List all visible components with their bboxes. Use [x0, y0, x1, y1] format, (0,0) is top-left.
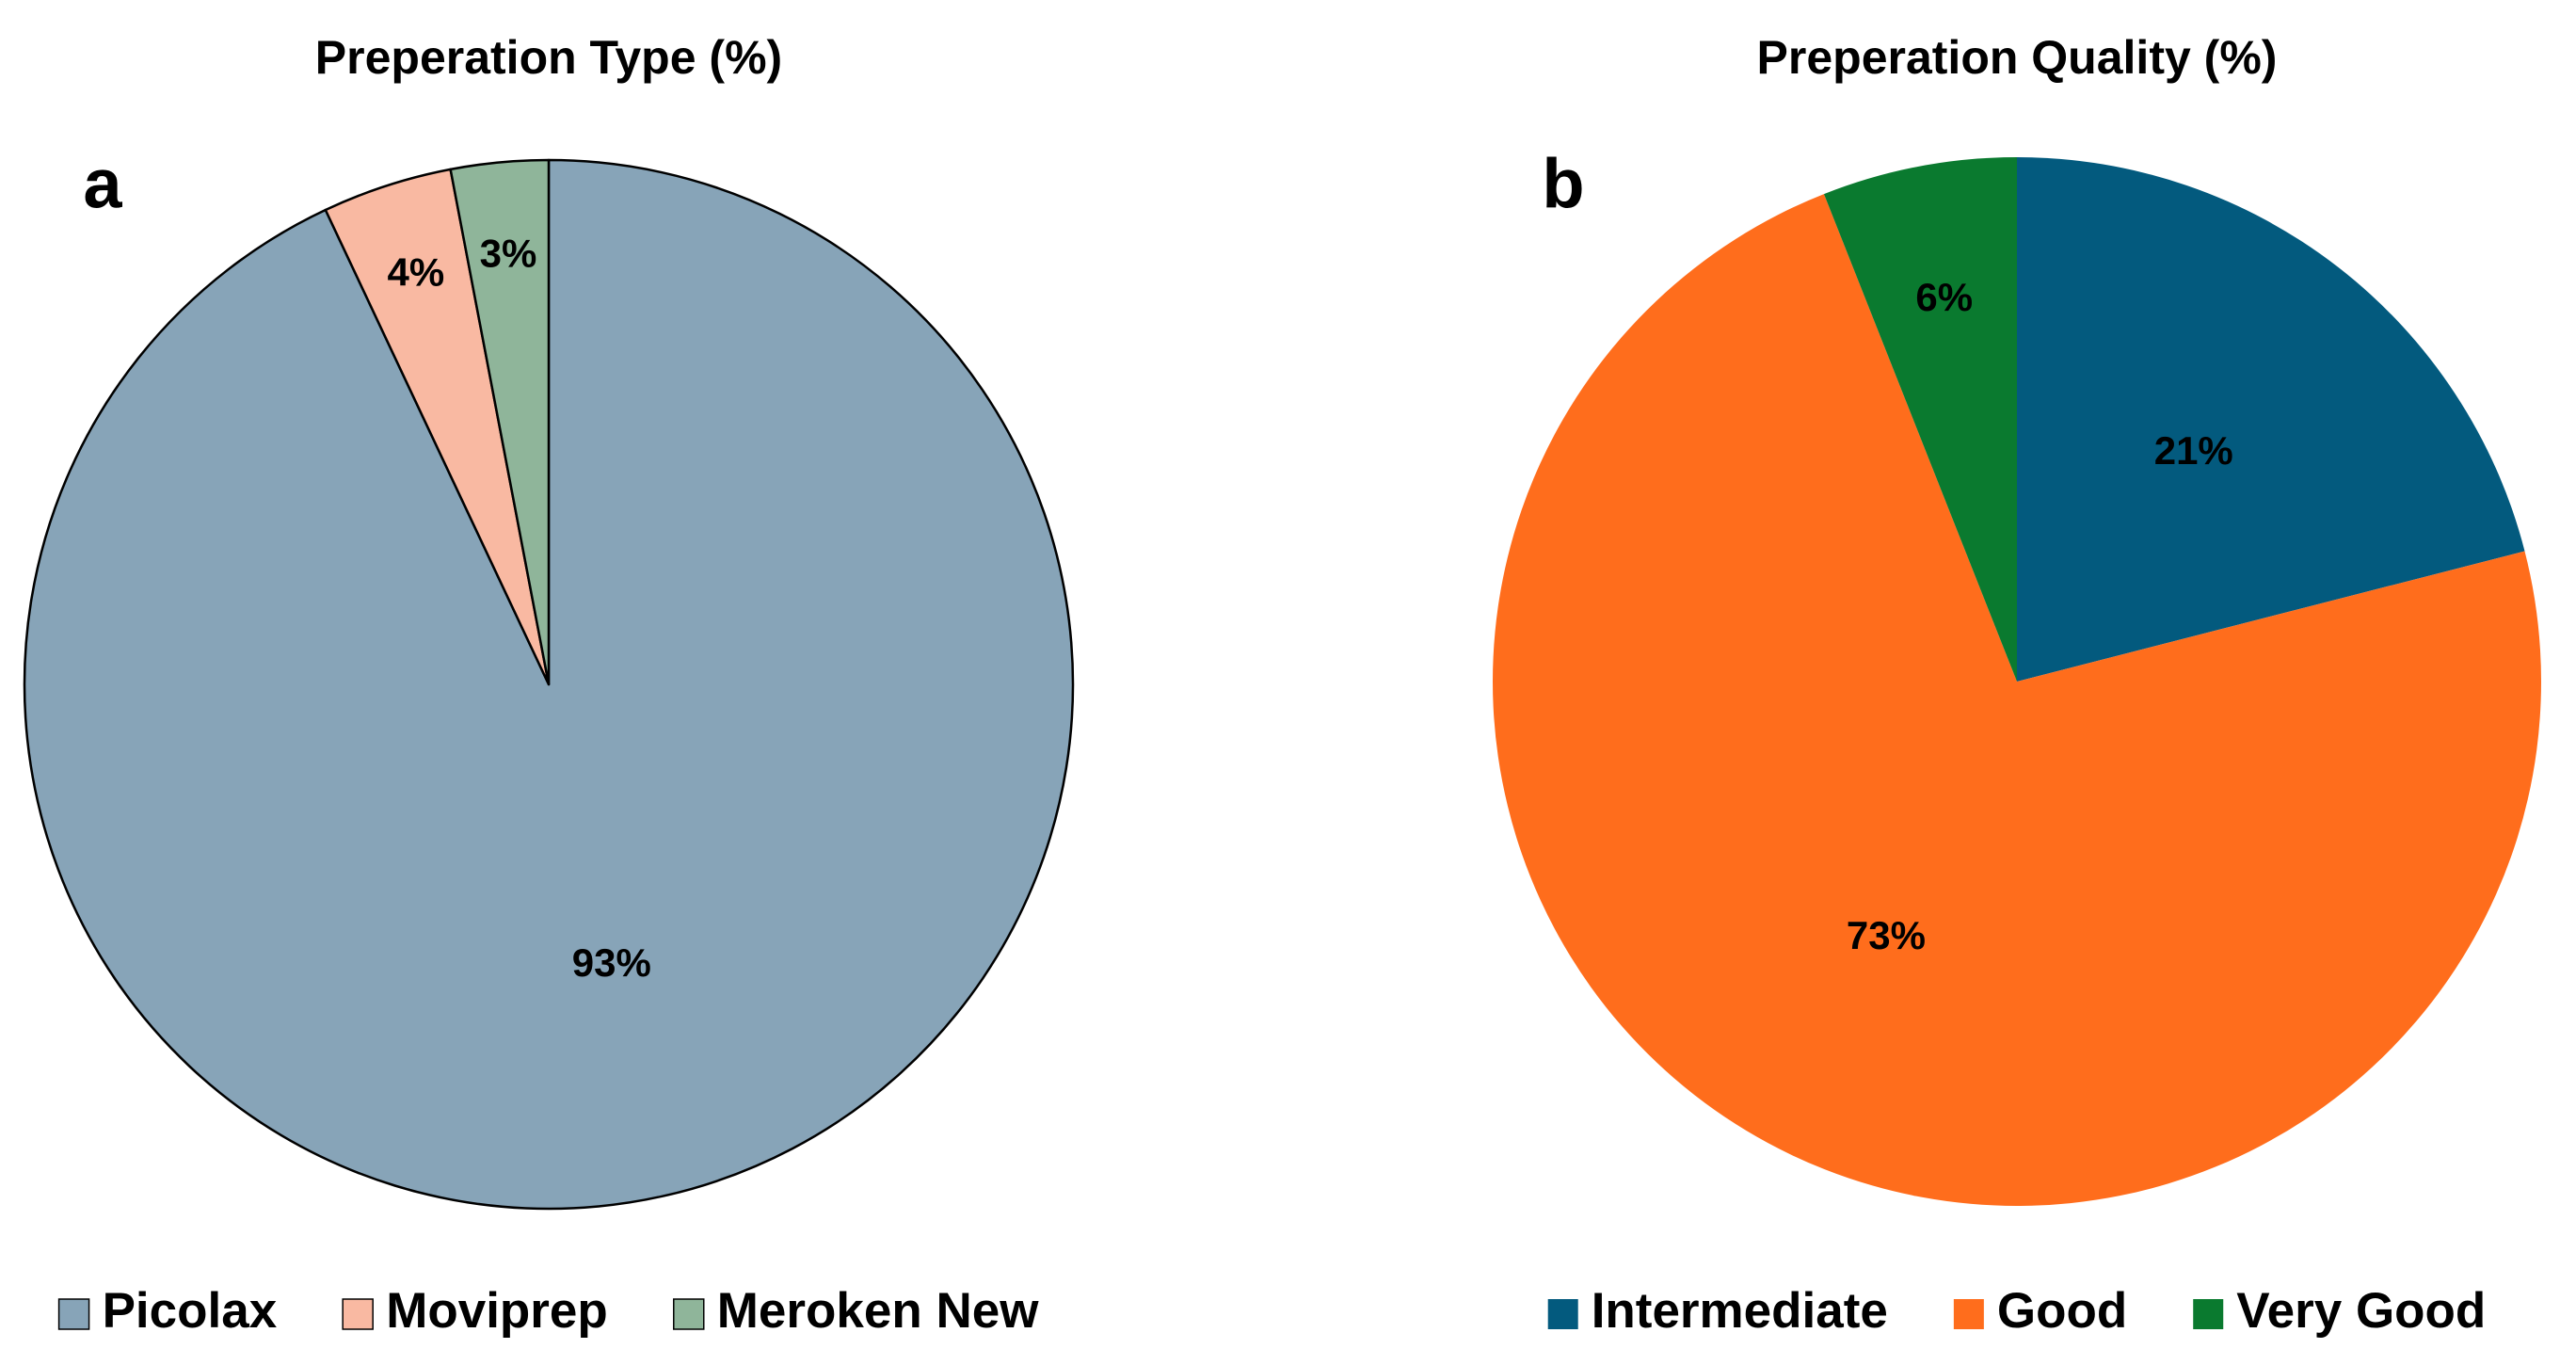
- legend-label: Moviprep: [386, 1283, 608, 1339]
- chart-title: Preperation Quality (%): [1757, 31, 2278, 84]
- legend-swatch: [1547, 1299, 1578, 1329]
- data-label: 3%: [480, 231, 537, 275]
- legend-label: Meroken New: [717, 1283, 1039, 1339]
- chart-title: Preperation Type (%): [315, 31, 782, 84]
- data-label: 6%: [1915, 275, 1973, 319]
- legend-label: Good: [1997, 1283, 2127, 1339]
- data-label: 21%: [2154, 428, 2233, 473]
- legend-swatch: [57, 1298, 90, 1330]
- pie-slice: [1492, 194, 2541, 1206]
- legend: Picolax Moviprep Meroken New: [57, 1283, 1039, 1339]
- legend-swatch: [1953, 1299, 1984, 1329]
- pie-slice: [449, 158, 551, 686]
- data-label: 93%: [572, 940, 651, 985]
- pie-chart: Preperation Quality (%) b 21% 73% 6% Intermed…: [1492, 31, 2541, 1339]
- pie-slice: [2017, 157, 2525, 682]
- pie-slice: [1823, 157, 2017, 682]
- legend-swatch: [2193, 1299, 2224, 1329]
- legend-label: Intermediate: [1592, 1283, 1888, 1339]
- legend-swatch: [673, 1298, 705, 1330]
- data-label: 73%: [1847, 913, 1926, 957]
- legend-swatch: [342, 1298, 374, 1330]
- panel-label: a: [83, 145, 122, 223]
- panel-label: b: [1542, 145, 1584, 223]
- legend-label: Very Good: [2236, 1283, 2486, 1339]
- legend: Intermediate Good Very Good: [1547, 1283, 2486, 1339]
- legend-label: Picolax: [103, 1283, 278, 1339]
- pie-chart: Preperation Type (%) a 93% 4% 3% Picolax Movip…: [23, 31, 1075, 1339]
- data-label: 4%: [388, 250, 445, 295]
